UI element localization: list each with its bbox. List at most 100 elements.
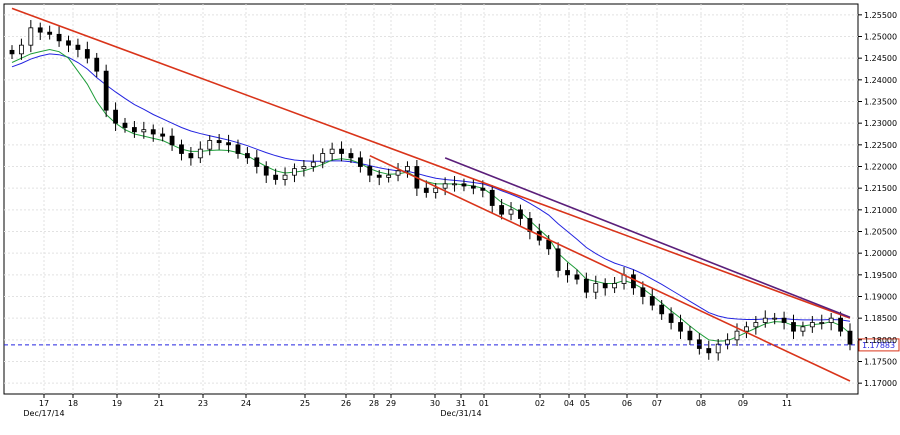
candle <box>132 121 137 138</box>
candle <box>367 158 373 183</box>
y-tick-label: 1.21500 <box>864 184 897 193</box>
price-tag-box <box>858 338 900 352</box>
candle <box>461 178 467 192</box>
candle <box>188 147 194 166</box>
candle-body <box>499 205 505 215</box>
candle <box>103 64 109 118</box>
candle <box>339 141 344 162</box>
candle <box>442 177 448 196</box>
candle <box>169 128 175 151</box>
candle <box>56 26 62 47</box>
candle-body <box>122 122 128 128</box>
candle <box>744 321 749 339</box>
candle <box>348 148 354 164</box>
y-tick-label: 1.18500 <box>864 314 897 323</box>
x-tick-label: 01 <box>479 399 489 408</box>
x-tick-label: 25 <box>300 399 310 408</box>
candle <box>160 127 166 142</box>
candle <box>9 45 15 60</box>
candle <box>696 333 702 355</box>
candle-body <box>687 330 693 341</box>
price-tag-label: 1.17883 <box>862 341 895 350</box>
candle-body <box>631 274 636 289</box>
candle <box>602 278 608 296</box>
candle <box>254 150 260 174</box>
candle <box>405 161 410 178</box>
candle <box>659 299 665 320</box>
candle <box>423 180 429 198</box>
candle <box>828 312 834 331</box>
candle <box>668 307 674 330</box>
candle <box>179 139 184 161</box>
x-tick-label: 19 <box>112 399 122 408</box>
candle <box>66 35 71 53</box>
candle-body <box>433 187 439 193</box>
candle-body <box>235 144 241 154</box>
candle <box>150 124 156 142</box>
candle-body <box>602 283 608 289</box>
candle-body <box>226 142 231 146</box>
candle <box>753 316 759 335</box>
y-tick-label: 1.25000 <box>864 33 897 42</box>
candle-body <box>141 129 147 133</box>
candle-body <box>442 183 448 189</box>
candle-body <box>800 326 806 332</box>
y-tick-label: 1.23500 <box>864 98 897 107</box>
candle <box>772 312 778 325</box>
candle-body <box>84 49 90 59</box>
candle <box>565 262 570 283</box>
candle <box>141 121 147 139</box>
candle <box>847 323 853 351</box>
candle-body <box>282 174 288 180</box>
candle-body <box>207 140 213 150</box>
candle-body <box>772 317 778 320</box>
candle-body <box>706 348 712 354</box>
candle <box>640 281 646 305</box>
x-tick-label: 17 <box>39 399 49 408</box>
plot-frame <box>3 3 859 395</box>
candle <box>593 275 599 300</box>
candle-body <box>94 57 100 72</box>
candle <box>612 277 618 294</box>
candle <box>273 168 279 185</box>
x-tick-label: 06 <box>622 399 632 408</box>
trendline-lower <box>369 154 851 382</box>
x-tick-label: 18 <box>68 399 78 408</box>
candle-body <box>762 317 768 323</box>
ma-slow-layer <box>11 53 851 322</box>
candle <box>395 163 401 182</box>
y-tick-label: 1.17000 <box>864 379 897 388</box>
candle-body <box>339 148 344 154</box>
candle-body <box>301 166 307 170</box>
candle-body <box>819 322 825 324</box>
candle-body <box>320 153 326 163</box>
candle <box>19 38 24 60</box>
candle-body <box>725 339 730 345</box>
candle-body <box>348 153 354 159</box>
candle <box>470 179 476 195</box>
candle-body <box>565 270 570 276</box>
candle-body <box>395 170 401 176</box>
candle-body <box>9 49 15 55</box>
candle-body <box>593 283 599 293</box>
candle <box>207 135 213 156</box>
trendline-upper <box>11 7 851 319</box>
candle-body <box>640 287 646 297</box>
x-tick-label: 28 <box>369 399 379 408</box>
candle <box>94 52 100 78</box>
x-tick-label: 30 <box>430 399 440 408</box>
candle-body <box>197 148 203 159</box>
candle-body <box>160 133 166 137</box>
candle <box>574 269 580 285</box>
x-tick-label: 08 <box>696 399 706 408</box>
ma-fast-layer <box>11 48 851 342</box>
x-tick-label: 11 <box>782 399 792 408</box>
candle-body <box>254 157 260 167</box>
candle <box>649 288 655 311</box>
candle <box>762 310 768 328</box>
candle <box>631 269 636 295</box>
candle <box>621 267 627 290</box>
candle <box>75 38 81 58</box>
